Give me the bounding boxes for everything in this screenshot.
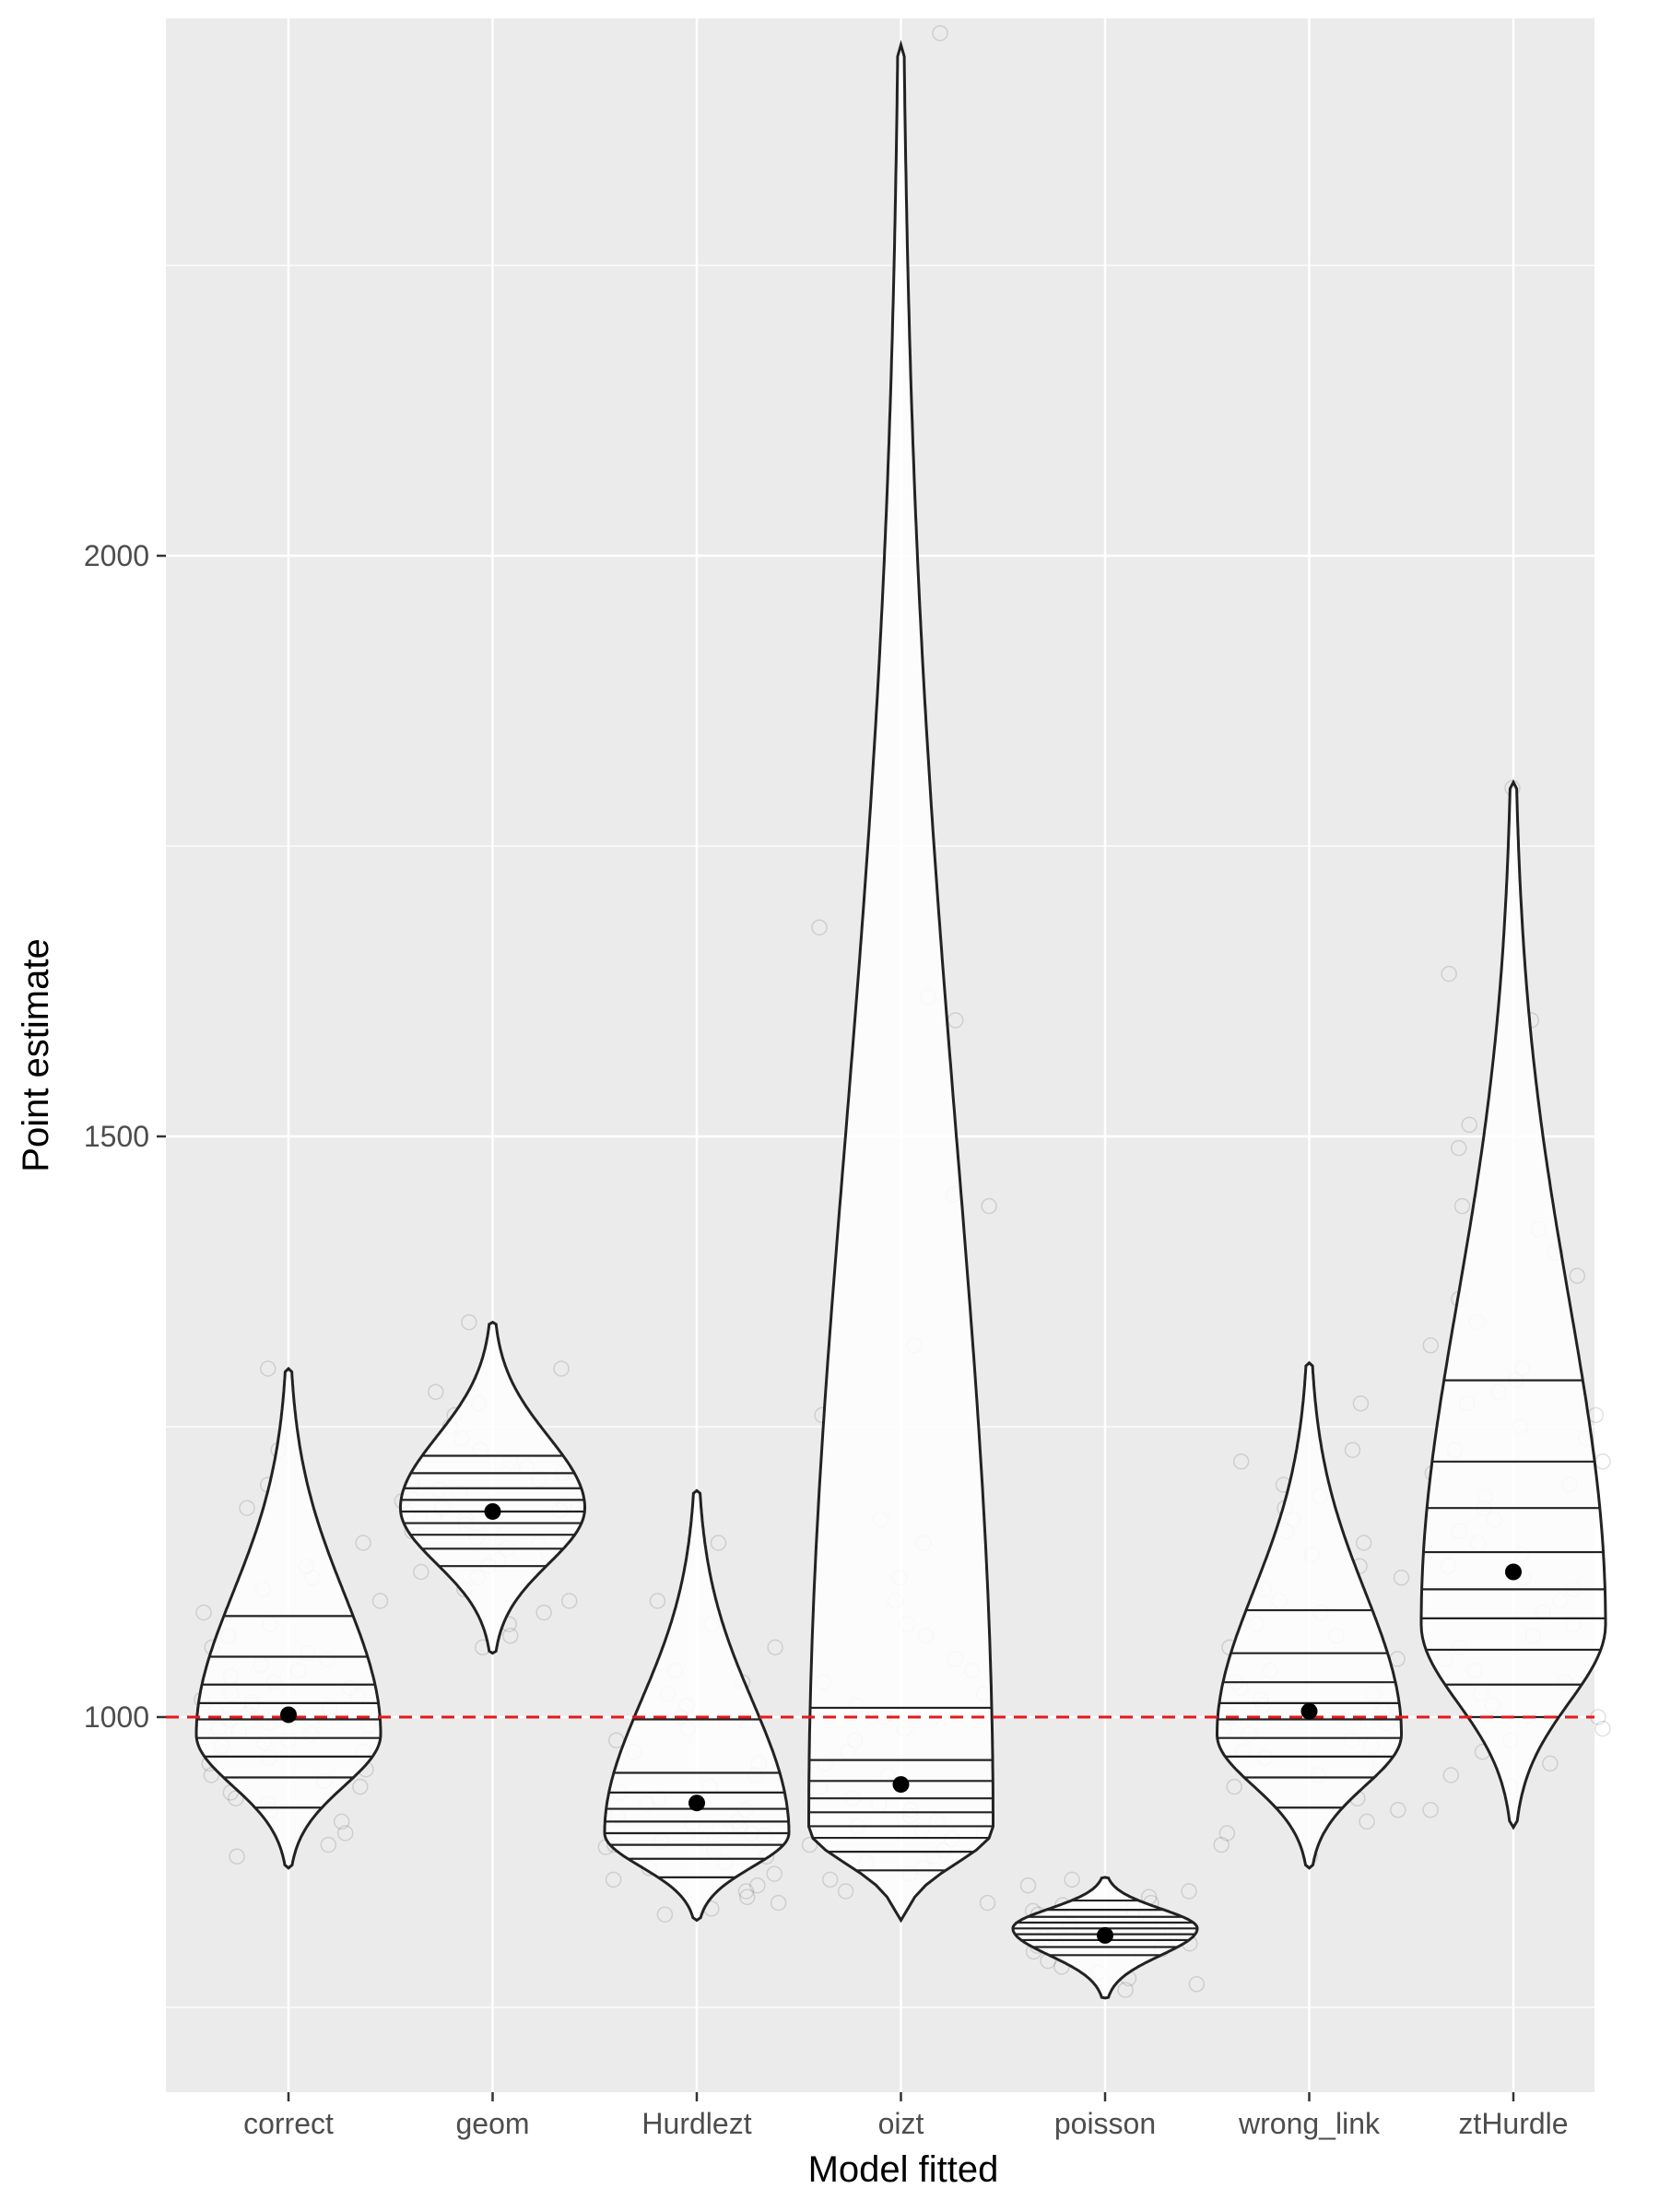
data-point	[981, 1197, 997, 1215]
data-point	[1422, 1802, 1439, 1818]
data-point	[1218, 1825, 1236, 1841]
data-point	[1393, 1570, 1410, 1586]
y-axis: 1000 1500 2000	[84, 539, 166, 1734]
data-point	[203, 1767, 220, 1783]
violin-wrong_link	[1216, 1360, 1403, 1870]
data-point	[738, 1888, 756, 1906]
x-tick-label: poisson	[1054, 2107, 1156, 2140]
data-point	[1569, 1267, 1586, 1284]
data-point	[228, 1790, 244, 1806]
x-tick-label: wrong_link	[1238, 2107, 1381, 2140]
data-point	[428, 1383, 444, 1400]
data-point	[560, 1593, 578, 1609]
data-point	[352, 1778, 369, 1795]
data-point	[1359, 1813, 1375, 1830]
data-point	[1355, 1535, 1372, 1551]
x-tick-label: geom	[455, 2107, 529, 2140]
data-point	[239, 1500, 255, 1516]
mean-point-poisson	[1097, 1926, 1113, 1944]
y-axis-title: Point estimate	[16, 938, 56, 1171]
data-point	[656, 1906, 674, 1923]
mean-point-ztHurdle	[1505, 1563, 1522, 1581]
data-point	[1344, 1441, 1361, 1458]
violin-oizt	[807, 40, 994, 1924]
data-point	[1064, 1871, 1080, 1888]
data-point	[320, 1836, 337, 1853]
data-point	[1019, 1877, 1037, 1894]
y-tick-label: 1500	[84, 1120, 149, 1153]
violin-Hurdlezt	[603, 1488, 791, 1923]
x-tick-label: correct	[243, 2107, 334, 2140]
violin-correct	[194, 1366, 382, 1870]
data-point	[1390, 1802, 1406, 1818]
data-point	[649, 1593, 666, 1609]
data-point	[737, 1883, 755, 1900]
mean-points	[280, 1502, 1522, 1944]
data-point	[766, 1865, 782, 1882]
x-tick-label: ztHurdle	[1458, 2107, 1568, 2140]
data-point	[770, 1894, 787, 1912]
data-point	[461, 1313, 477, 1331]
data-point	[413, 1563, 429, 1581]
violins	[194, 40, 1607, 2000]
data-point	[710, 1535, 727, 1551]
data-point	[801, 1836, 818, 1853]
x-tick-label: oizt	[878, 2107, 924, 2140]
data-point	[260, 1360, 276, 1377]
data-point	[535, 1604, 552, 1621]
data-point	[1442, 1767, 1460, 1783]
x-tick-label: Hurdlezt	[641, 2107, 751, 2140]
data-point	[1594, 1720, 1611, 1737]
data-point	[1213, 1836, 1230, 1853]
data-point	[1594, 1453, 1611, 1470]
x-axis-title: Model fitted	[808, 2149, 999, 2190]
data-point	[1461, 1116, 1478, 1134]
y-tick-label: 1000	[84, 1700, 149, 1734]
mean-point-geom	[484, 1502, 501, 1520]
data-point	[979, 1894, 996, 1912]
data-point	[1450, 1139, 1467, 1157]
data-point	[811, 919, 828, 935]
data-point	[1441, 965, 1457, 982]
data-point	[1117, 1982, 1134, 1998]
data-point	[821, 1871, 839, 1888]
data-point	[501, 1628, 519, 1644]
mean-point-Hurdlezt	[688, 1794, 705, 1812]
data-point	[605, 1871, 622, 1888]
data-point	[229, 1848, 245, 1865]
mean-point-oizt	[892, 1776, 910, 1794]
data-point	[767, 1639, 783, 1656]
data-point	[355, 1535, 371, 1551]
y-tick-label: 2000	[84, 539, 149, 572]
data-point	[195, 1604, 212, 1621]
data-point	[837, 1883, 854, 1900]
violin-ztHurdle	[1419, 779, 1607, 1830]
mean-point-correct	[280, 1706, 297, 1724]
data-point	[1188, 1976, 1206, 1993]
data-point	[1181, 1883, 1197, 1900]
data-point	[1352, 1395, 1370, 1412]
data-point	[749, 1877, 766, 1894]
data-point	[1422, 1337, 1440, 1354]
data-point	[1232, 1453, 1250, 1470]
data-point	[1226, 1778, 1242, 1795]
data-point	[333, 1813, 350, 1830]
data-point	[553, 1360, 570, 1377]
data-point	[1542, 1755, 1559, 1772]
data-point	[371, 1593, 389, 1609]
x-axis: correct geom Hurdlezt oizt poisson wrong_link…	[243, 2092, 1569, 2140]
data-point	[1453, 1197, 1471, 1215]
data-point	[932, 25, 948, 41]
mean-point-wrong_link	[1300, 1702, 1318, 1720]
data-point	[336, 1825, 354, 1841]
